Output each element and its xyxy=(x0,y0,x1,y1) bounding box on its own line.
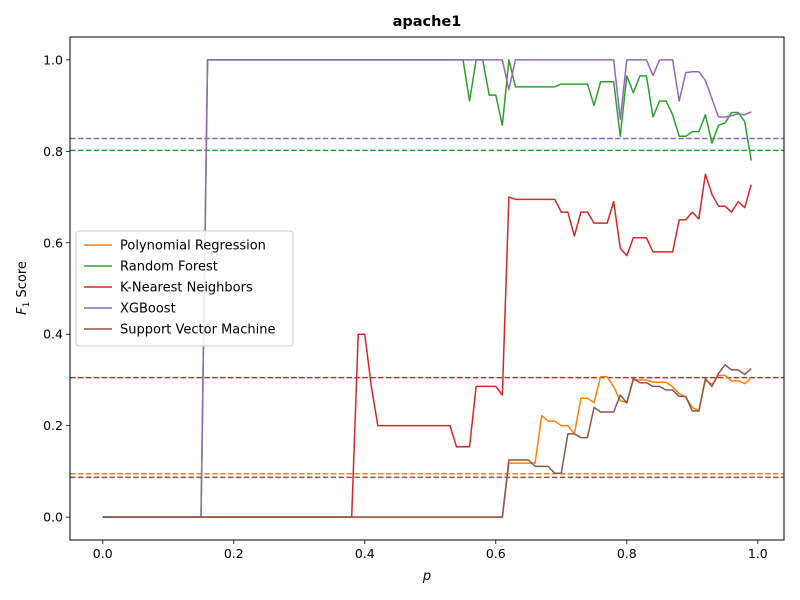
y-tick-label: 0.4 xyxy=(43,327,63,342)
series-line-k-nearest-neighbors xyxy=(102,173,752,518)
y-tick-label: 1.0 xyxy=(43,52,63,67)
legend-box xyxy=(75,230,294,347)
chart-title: apache1 xyxy=(393,14,462,30)
series-line-support-vector-machine xyxy=(102,364,752,518)
legend-label-xgboost: XGBoost xyxy=(120,302,176,317)
x-tick-label: 1.0 xyxy=(748,546,768,561)
legend-label-support-vector-machine: Support Vector Machine xyxy=(120,323,276,338)
y-axis-label-sub: 1 xyxy=(22,302,32,308)
x-tick-label: 0.6 xyxy=(486,546,506,561)
x-axis: 0.0 0.2 0.4 0.6 0.8 1.0 xyxy=(93,540,768,561)
x-tick-label: 0.2 xyxy=(224,546,244,561)
y-tick-label: 0.2 xyxy=(43,418,63,433)
y-tick-label: 0.0 xyxy=(43,510,63,525)
x-axis-label: p xyxy=(422,569,431,584)
legend-label-random-forest: Random Forest xyxy=(120,260,218,275)
y-axis-label: F1 Score xyxy=(15,261,32,315)
axes-frame xyxy=(69,36,785,541)
legend-label-k-nearest-neighbors: K-Nearest Neighbors xyxy=(120,281,253,296)
x-tick-label: 0.4 xyxy=(355,546,375,561)
series-line-random-forest xyxy=(102,59,752,518)
legend: Polynomial Regression Random Forest K-Near… xyxy=(75,230,294,347)
legend-label-polynomial-regression: Polynomial Regression xyxy=(120,239,266,254)
y-axis: 0.0 0.2 0.4 0.6 0.8 1.0 xyxy=(43,52,70,525)
series-line-xgboost xyxy=(102,59,752,518)
y-tick-label: 0.8 xyxy=(43,144,63,159)
x-tick-label: 0.8 xyxy=(617,546,637,561)
series-line-polynomial-regression xyxy=(102,374,752,518)
y-axis-label-main: F xyxy=(15,307,30,315)
y-tick-label: 0.6 xyxy=(43,235,63,250)
plot-area xyxy=(70,59,784,518)
y-axis-label-rest: Score xyxy=(15,261,30,302)
x-tick-label: 0.0 xyxy=(93,546,113,561)
